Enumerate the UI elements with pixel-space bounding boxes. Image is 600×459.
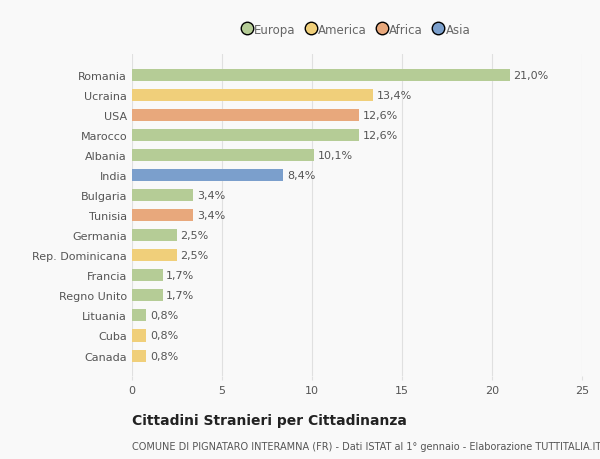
Bar [132, 170, 283, 182]
Bar [132, 90, 373, 102]
Text: 3,4%: 3,4% [197, 191, 225, 201]
Text: 8,4%: 8,4% [287, 171, 315, 181]
Text: 2,5%: 2,5% [181, 231, 209, 241]
Bar [132, 190, 193, 202]
Bar [132, 270, 163, 282]
Text: 0,8%: 0,8% [150, 311, 178, 321]
Bar [132, 70, 510, 82]
Text: 21,0%: 21,0% [514, 71, 549, 81]
Bar [132, 230, 177, 242]
Text: 0,8%: 0,8% [150, 351, 178, 361]
Bar [132, 330, 146, 342]
Bar [132, 150, 314, 162]
Bar [132, 350, 146, 362]
Text: 3,4%: 3,4% [197, 211, 225, 221]
Text: 1,7%: 1,7% [166, 291, 194, 301]
Text: 1,7%: 1,7% [166, 271, 194, 281]
Bar [132, 250, 177, 262]
Bar [132, 210, 193, 222]
Text: 12,6%: 12,6% [362, 111, 398, 121]
Text: 0,8%: 0,8% [150, 331, 178, 341]
Bar [132, 310, 146, 322]
Text: COMUNE DI PIGNATARO INTERAMNA (FR) - Dati ISTAT al 1° gennaio - Elaborazione TUT: COMUNE DI PIGNATARO INTERAMNA (FR) - Dat… [132, 441, 600, 451]
Text: 13,4%: 13,4% [377, 91, 412, 101]
Text: Cittadini Stranieri per Cittadinanza: Cittadini Stranieri per Cittadinanza [132, 413, 407, 427]
Text: 12,6%: 12,6% [362, 131, 398, 141]
Bar [132, 130, 359, 142]
Legend: Europa, America, Africa, Asia: Europa, America, Africa, Asia [239, 19, 475, 42]
Text: 2,5%: 2,5% [181, 251, 209, 261]
Bar [132, 290, 163, 302]
Text: 10,1%: 10,1% [317, 151, 353, 161]
Bar [132, 110, 359, 122]
